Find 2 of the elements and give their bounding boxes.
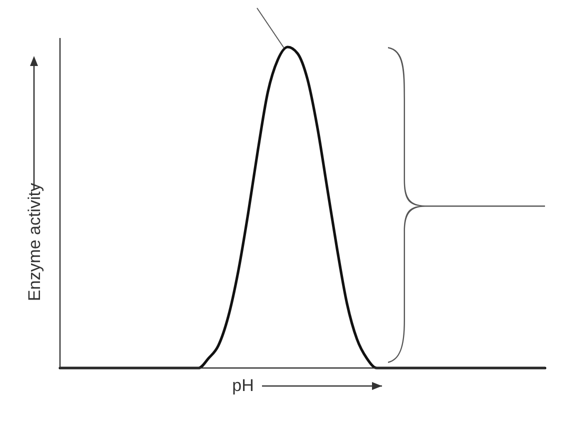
y-axis-title: Enzyme activity xyxy=(25,182,44,302)
x-axis-title: pH xyxy=(232,376,254,395)
